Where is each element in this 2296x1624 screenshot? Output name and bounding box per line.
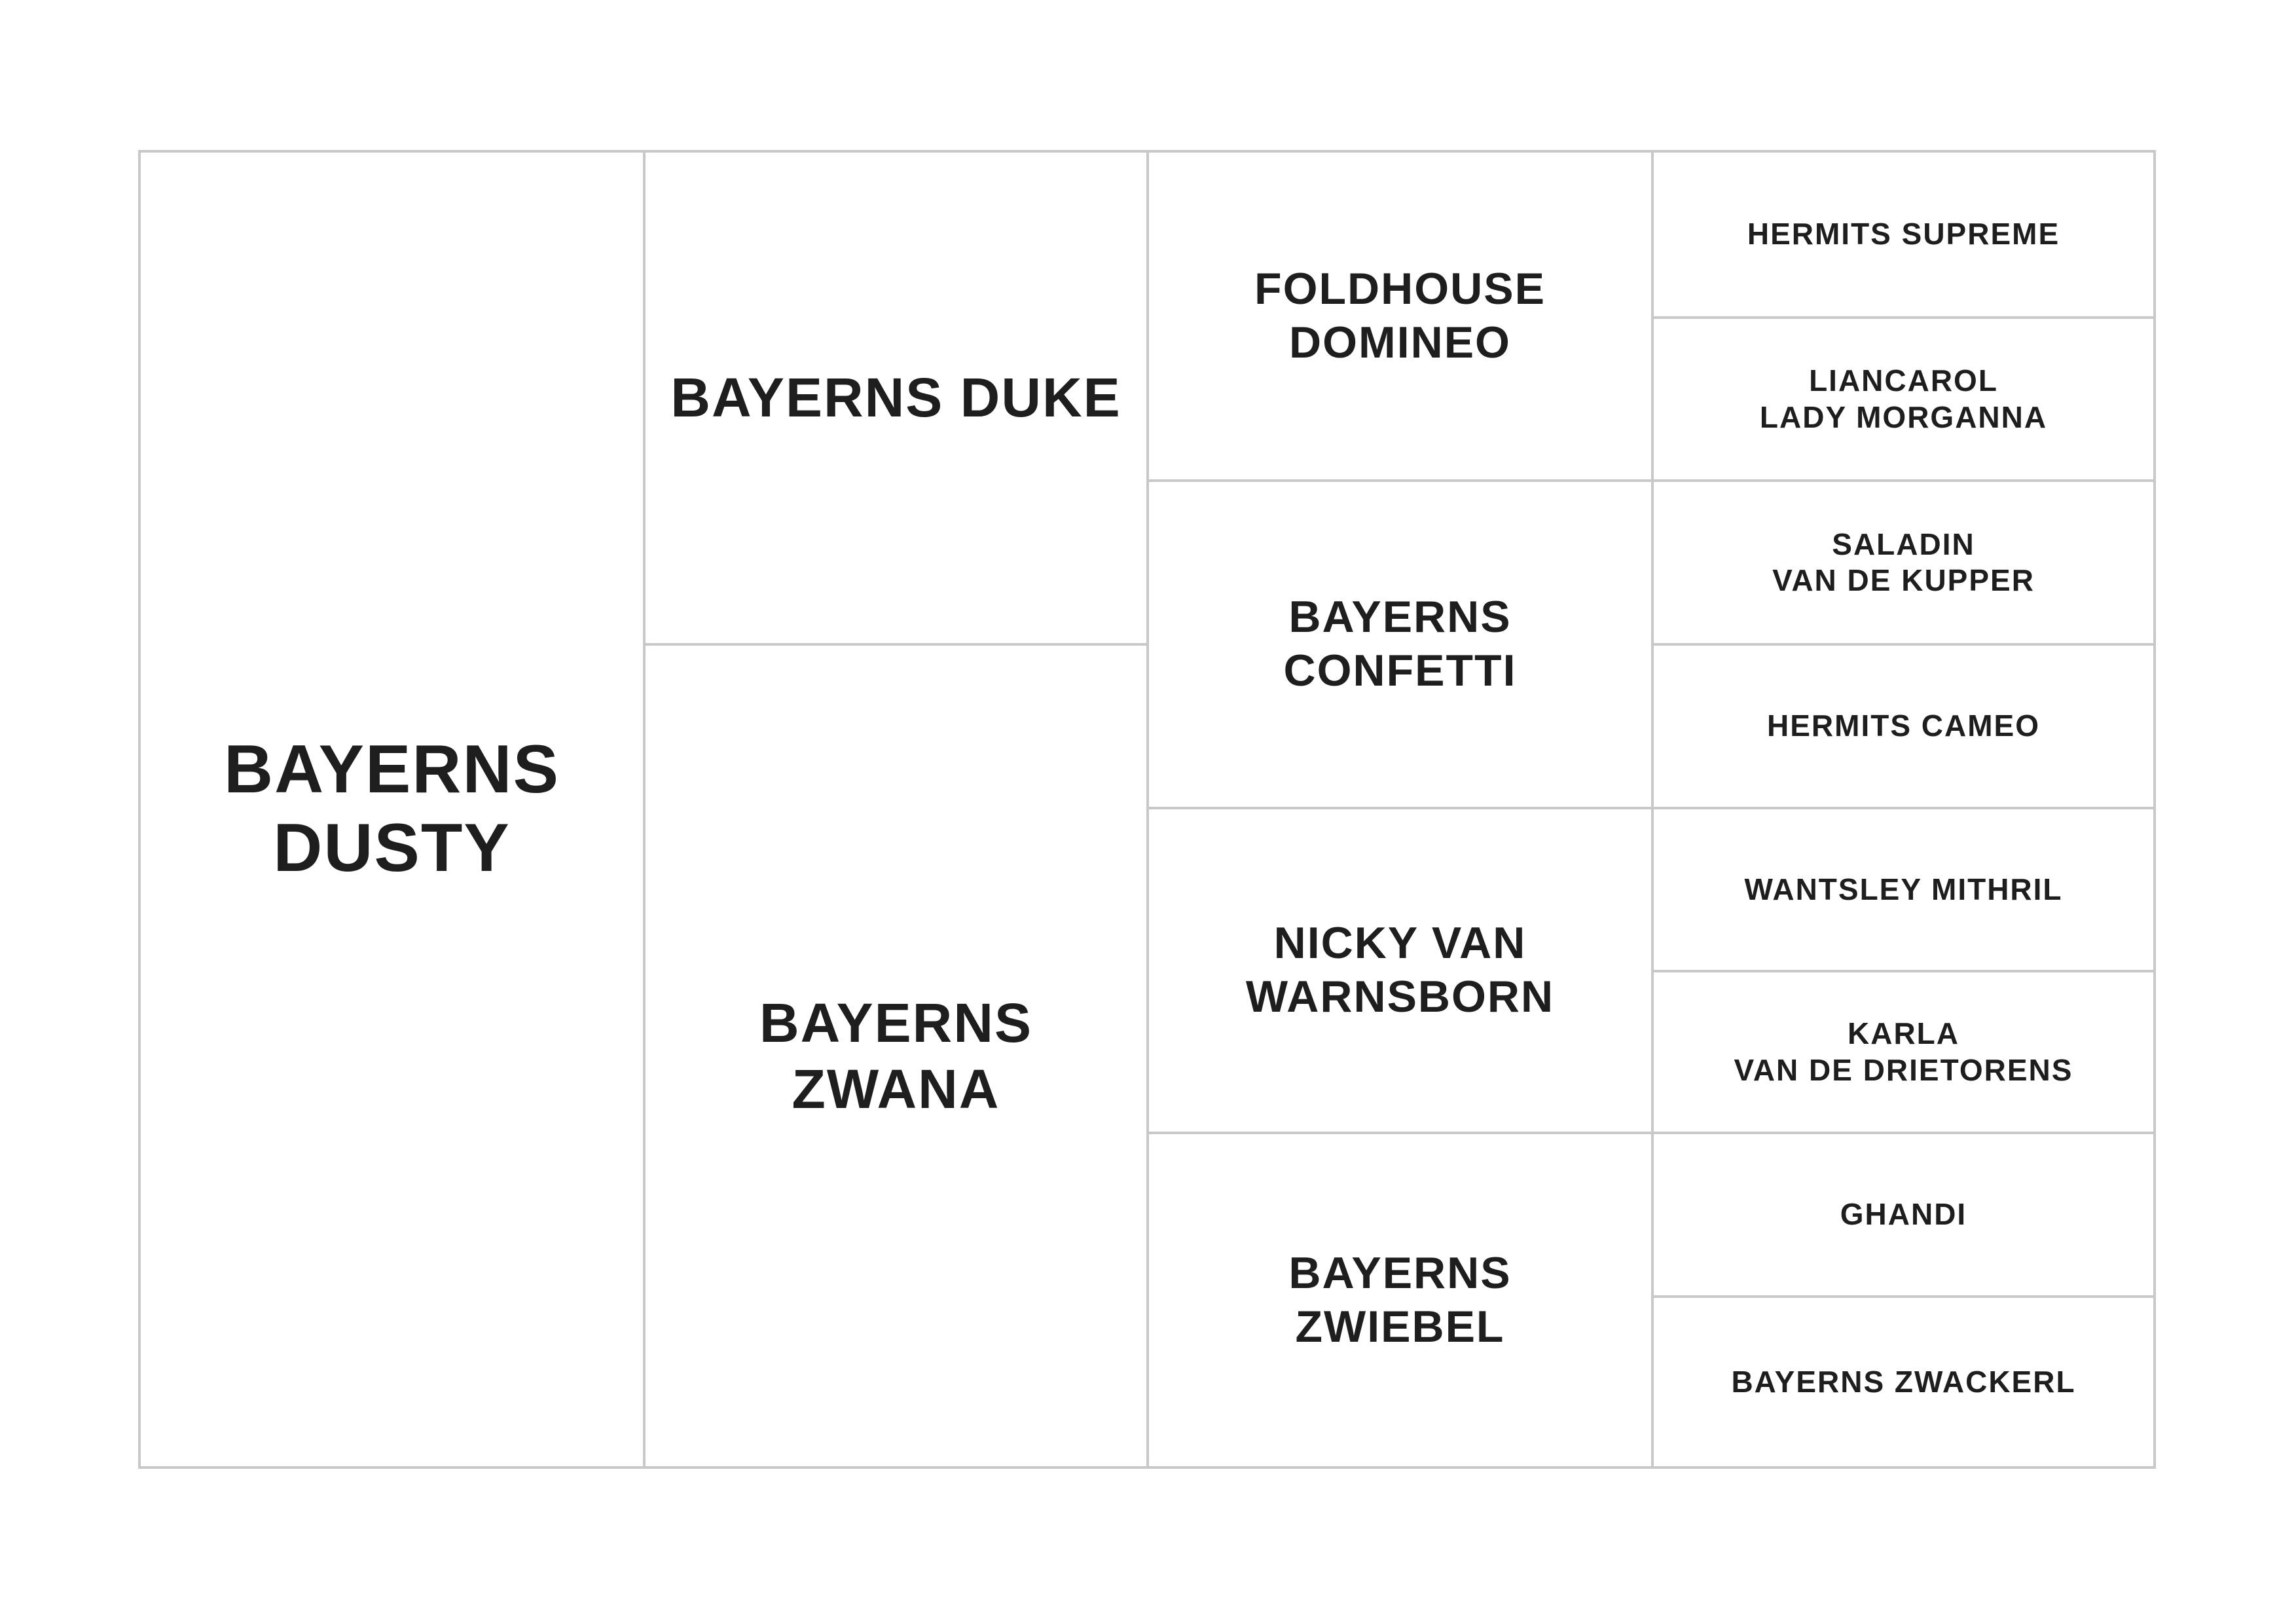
pedigree-table: BAYERNS DUSTY BAYERNS DUKE BAYERNS ZWANA… xyxy=(138,150,2156,1469)
great-grandparent-cell: GHANDI xyxy=(1651,1132,2153,1295)
great-grandparent-cell: KARLA VAN DE DRIETORENS xyxy=(1651,970,2153,1132)
great-grandparent-cell: HERMITS CAMEO xyxy=(1651,643,2153,807)
grandparent-cell: FOLDHOUSE DOMINEO xyxy=(1146,153,1651,479)
dam-cell: BAYERNS ZWANA xyxy=(643,643,1146,1466)
great-grandparent-cell: WANTSLEY MITHRIL xyxy=(1651,807,2153,970)
grandparent-cell: BAYERNS CONFETTI xyxy=(1146,479,1651,807)
great-grandparent-cell: HERMITS SUPREME xyxy=(1651,153,2153,316)
grandparent-cell: BAYERNS ZWIEBEL xyxy=(1146,1132,1651,1466)
great-grandparent-cell: LIANCAROL LADY MORGANNA xyxy=(1651,316,2153,479)
great-grandparent-cell: SALADIN VAN DE KUPPER xyxy=(1651,479,2153,643)
grandparent-cell: NICKY VAN WARNSBORN xyxy=(1146,807,1651,1132)
great-grandparent-cell: BAYERNS ZWACKERL xyxy=(1651,1295,2153,1466)
sire-cell: BAYERNS DUKE xyxy=(643,153,1146,643)
subject-cell: BAYERNS DUSTY xyxy=(224,731,560,886)
